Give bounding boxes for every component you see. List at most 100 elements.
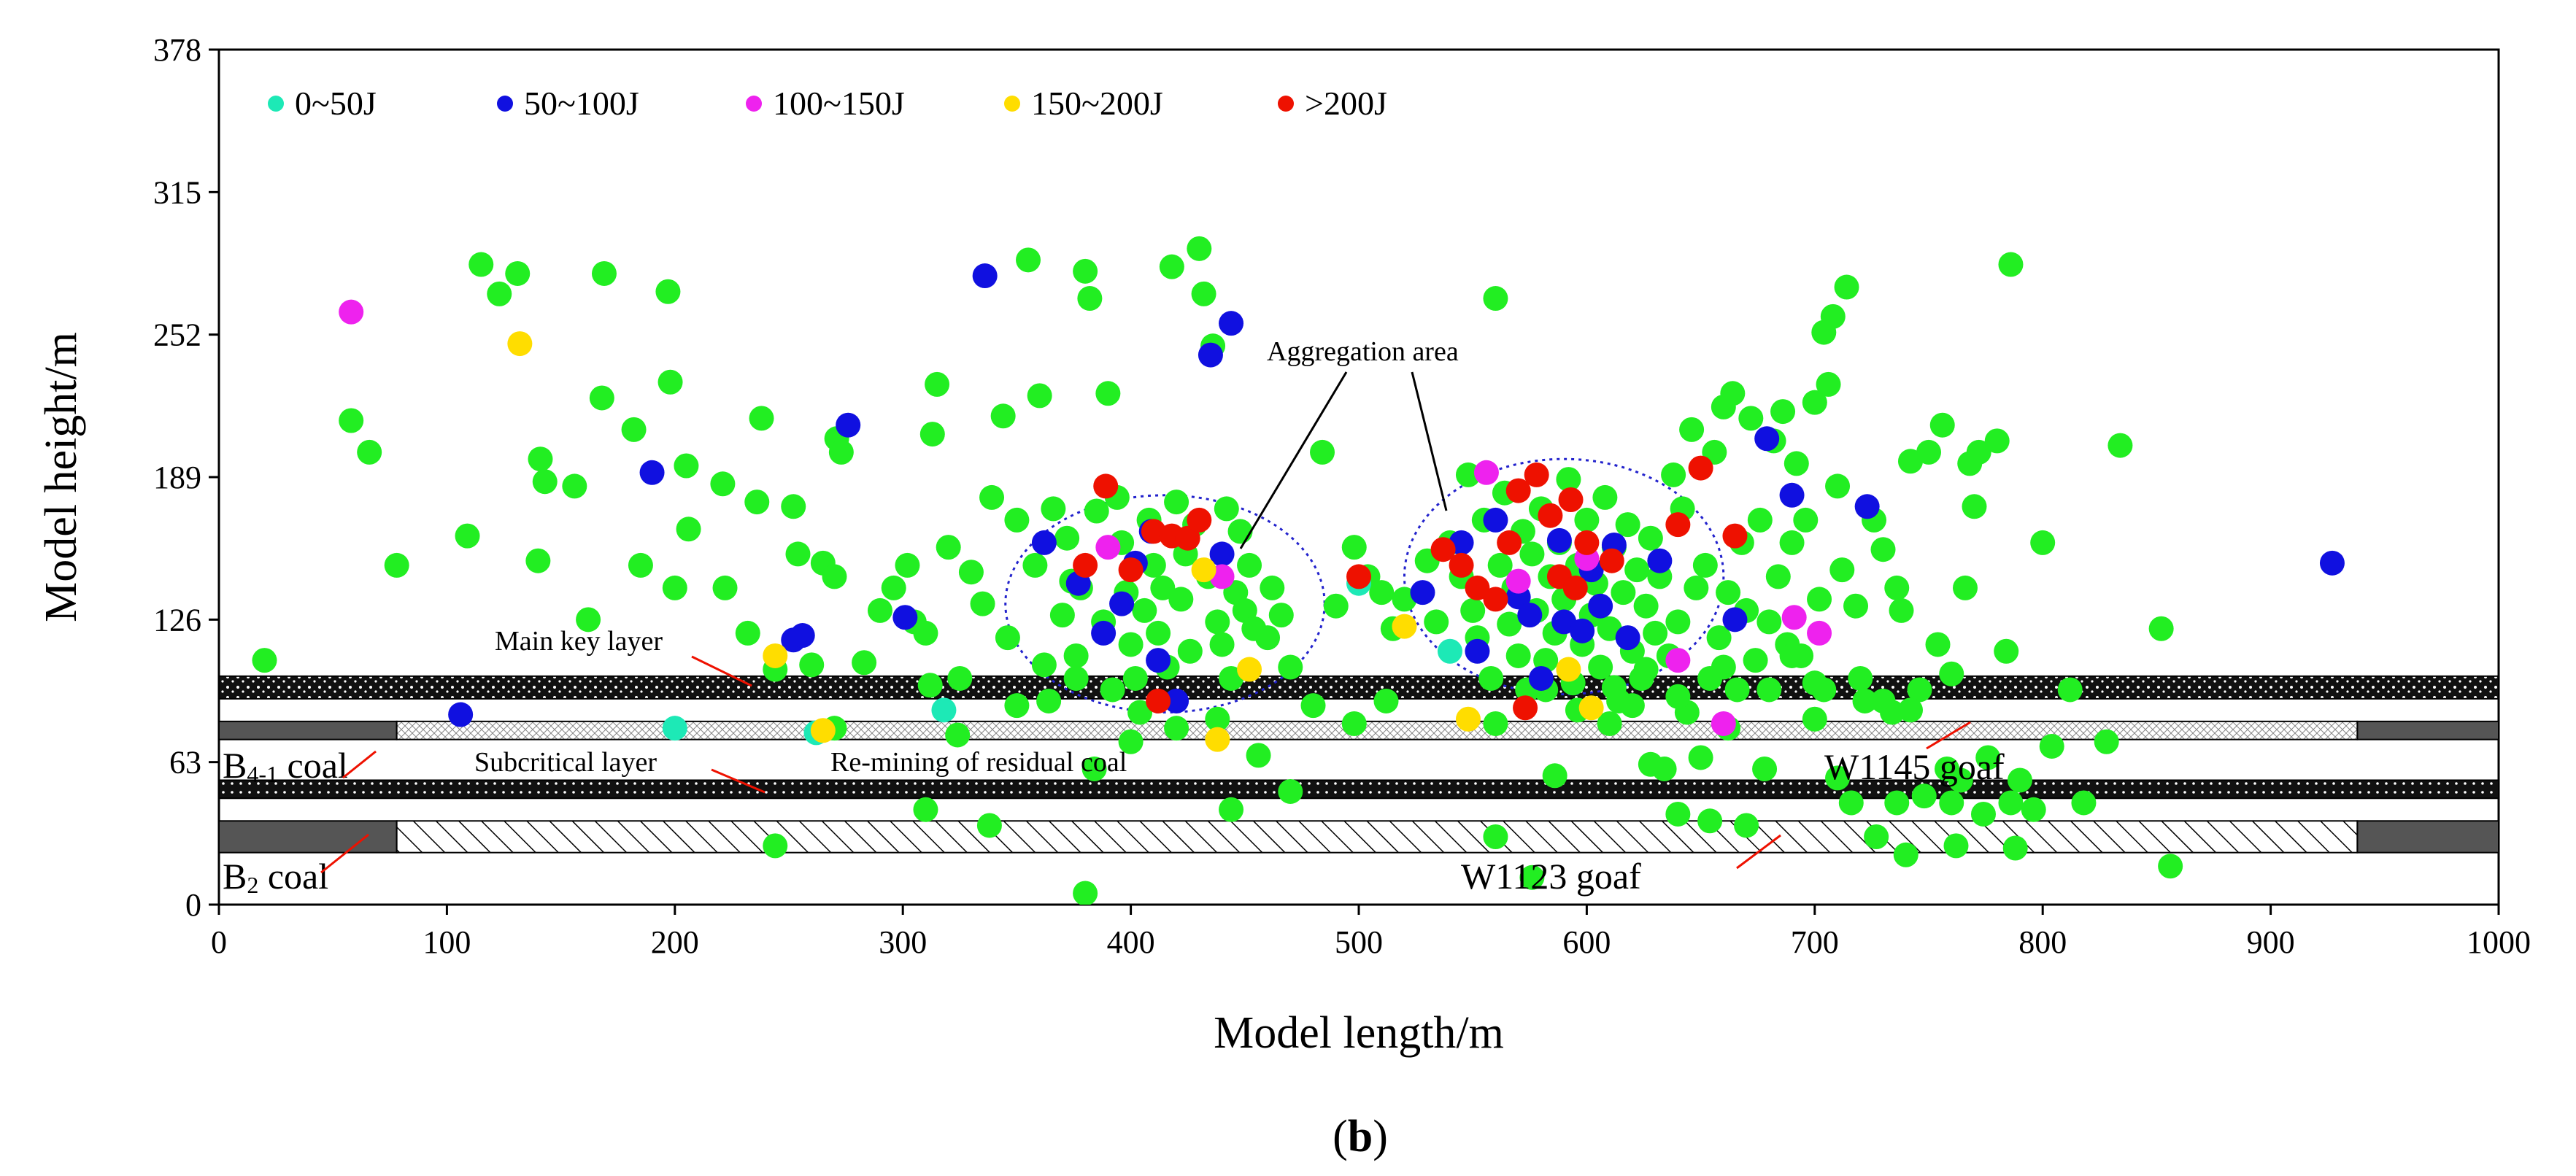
point-50-100J-31: [1754, 426, 1780, 452]
point-green-26: [749, 406, 774, 431]
point-green-273: [1063, 665, 1089, 691]
point-green-107: [1341, 535, 1367, 560]
point-green-54: [1031, 652, 1057, 678]
x-tick-label-300: 300: [879, 924, 927, 960]
point-green-181: [1756, 609, 1782, 635]
point-green-201: [1852, 688, 1878, 713]
legend-label-4: >200J: [1305, 85, 1387, 122]
point-green-249: [1697, 808, 1723, 834]
point-green-152: [1624, 557, 1650, 583]
point-green-248: [1665, 801, 1691, 827]
point-green-16: [628, 552, 653, 578]
point-green-210: [1916, 439, 1941, 465]
point-green-86: [1187, 236, 1212, 261]
point-green-106: [1323, 593, 1349, 619]
point-green-234: [2108, 433, 2133, 458]
point-green-102: [1268, 603, 1294, 628]
point-green-155: [1638, 525, 1663, 551]
point-green-267: [1665, 684, 1691, 709]
point-green-43: [936, 535, 961, 560]
point-green-259: [1519, 864, 1545, 890]
point-green-9: [532, 469, 558, 495]
point-green-62: [1073, 258, 1098, 284]
point-100-150J-9: [1665, 648, 1691, 673]
point--200J-16: [1574, 530, 1600, 555]
point-green-222: [1975, 745, 2001, 770]
point-green-258: [763, 833, 788, 859]
point-green-206: [1889, 597, 1914, 623]
x-tick-label-100: 100: [423, 924, 471, 960]
point-150-200J-9: [1392, 614, 1417, 639]
b41-coal-label: B4-1 coal: [223, 745, 348, 787]
point-50-100J-15: [1031, 530, 1057, 555]
point-green-129: [1519, 541, 1545, 567]
b2-coal-pointer: [320, 833, 369, 874]
point-green-224: [1994, 638, 2019, 664]
point--200J-12: [1505, 478, 1531, 503]
point-green-104: [1300, 693, 1326, 719]
point-green-196: [1829, 557, 1855, 583]
point-150-200J-5: [1205, 727, 1230, 752]
point-0-50J-2: [931, 697, 957, 723]
point-green-30: [799, 652, 825, 678]
point-150-200J-1: [763, 643, 788, 668]
point-green-229: [2030, 530, 2056, 555]
point-green-105: [1310, 439, 1335, 465]
point-green-2: [357, 439, 382, 465]
point-green-251: [1802, 706, 1827, 732]
point-green-141: [1574, 507, 1600, 533]
point-green-25: [744, 490, 770, 515]
point-green-191: [1807, 587, 1832, 612]
point-green-82: [1168, 587, 1194, 612]
point-50-100J-17: [1146, 648, 1171, 673]
point-green-21: [676, 517, 701, 542]
subcritical-layer-label: Subcritical layer: [474, 747, 657, 778]
point-green-17: [655, 279, 681, 304]
point-green-48: [990, 403, 1016, 429]
point-green-178: [1743, 648, 1768, 673]
point-50-100J-11: [1091, 620, 1117, 646]
point-50-100J-24: [1615, 625, 1640, 651]
legend-label-1: 50~100J: [524, 85, 639, 122]
point-green-177: [1738, 406, 1764, 431]
point-0-50J-4: [1437, 638, 1462, 664]
point-green-227: [2007, 767, 2032, 793]
b2-goaf-hatch: [396, 820, 2359, 854]
point-green-60: [1063, 643, 1089, 668]
point-green-150: [1615, 512, 1640, 538]
b41-residual-coal: [396, 720, 2359, 740]
x-tick-label-0: 0: [211, 924, 227, 960]
point-green-81: [1164, 490, 1189, 515]
point--200J-11: [1497, 530, 1522, 555]
point-green-281: [1711, 654, 1736, 680]
point-green-84: [1177, 638, 1203, 664]
point--200J-21: [1513, 695, 1538, 721]
point-green-91: [1209, 632, 1235, 657]
point-green-40: [913, 620, 938, 646]
point-100-150J-6: [1711, 711, 1736, 736]
x-tick-label-1000: 1000: [2467, 924, 2531, 960]
point-green-109: [1369, 580, 1395, 606]
point-green-247: [1638, 751, 1663, 777]
aggregation-circle-right: [1403, 457, 1725, 696]
point-green-199: [1843, 593, 1869, 619]
point-green-211: [1925, 632, 1951, 657]
point-green-41: [919, 422, 945, 447]
point-green-166: [1688, 745, 1713, 770]
point-green-154: [1633, 593, 1659, 619]
point-green-66: [1095, 381, 1121, 406]
point-100-150J-7: [1781, 605, 1807, 630]
point-green-73: [1127, 700, 1153, 725]
point-50-100J-9: [1219, 311, 1244, 336]
point-green-279: [1601, 675, 1627, 700]
point-green-24: [735, 620, 760, 646]
point-150-200J-7: [1578, 695, 1604, 721]
point-100-150J-1: [1095, 535, 1121, 560]
point-green-0: [252, 648, 277, 673]
point-50-100J-36: [1517, 603, 1543, 628]
point-green-203: [1870, 537, 1896, 562]
point-green-34: [828, 439, 854, 465]
point-50-100J-33: [1854, 494, 1880, 519]
point-green-179: [1747, 507, 1773, 533]
remining-label: Re-mining of residual coal: [830, 747, 1127, 778]
